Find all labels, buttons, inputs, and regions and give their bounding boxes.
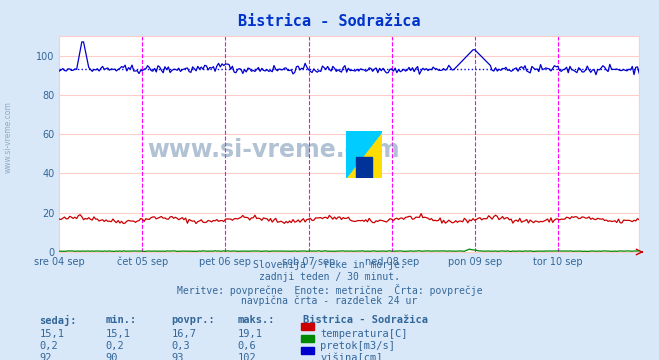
Text: 16,7: 16,7 bbox=[171, 329, 196, 339]
Text: 15,1: 15,1 bbox=[105, 329, 130, 339]
Text: maks.:: maks.: bbox=[237, 315, 275, 325]
Text: povpr.:: povpr.: bbox=[171, 315, 215, 325]
Polygon shape bbox=[346, 131, 382, 178]
Text: 93: 93 bbox=[171, 353, 184, 360]
Text: 90: 90 bbox=[105, 353, 118, 360]
Text: 19,1: 19,1 bbox=[237, 329, 262, 339]
Text: 0,6: 0,6 bbox=[237, 341, 256, 351]
Text: navpična črta - razdelek 24 ur: navpična črta - razdelek 24 ur bbox=[241, 296, 418, 306]
Polygon shape bbox=[356, 157, 372, 178]
Text: 0,2: 0,2 bbox=[105, 341, 124, 351]
Text: 15,1: 15,1 bbox=[40, 329, 65, 339]
Text: Meritve: povprečne  Enote: metrične  Črta: povprečje: Meritve: povprečne Enote: metrične Črta:… bbox=[177, 284, 482, 296]
Text: 0,2: 0,2 bbox=[40, 341, 58, 351]
Text: Bistrica - Sodražica: Bistrica - Sodražica bbox=[239, 14, 420, 30]
Text: min.:: min.: bbox=[105, 315, 136, 325]
Text: 92: 92 bbox=[40, 353, 52, 360]
Polygon shape bbox=[346, 131, 382, 178]
Text: sedaj:: sedaj: bbox=[40, 315, 77, 326]
Text: Slovenija / reke in morje.: Slovenija / reke in morje. bbox=[253, 260, 406, 270]
Text: 0,3: 0,3 bbox=[171, 341, 190, 351]
Text: Bistrica - Sodražica: Bistrica - Sodražica bbox=[303, 315, 428, 325]
Text: višina[cm]: višina[cm] bbox=[320, 353, 383, 360]
Text: www.si-vreme.com: www.si-vreme.com bbox=[4, 101, 13, 173]
Text: 102: 102 bbox=[237, 353, 256, 360]
Text: zadnji teden / 30 minut.: zadnji teden / 30 minut. bbox=[259, 272, 400, 282]
Text: pretok[m3/s]: pretok[m3/s] bbox=[320, 341, 395, 351]
Text: temperatura[C]: temperatura[C] bbox=[320, 329, 408, 339]
Text: www.si-vreme.com: www.si-vreme.com bbox=[148, 139, 400, 162]
